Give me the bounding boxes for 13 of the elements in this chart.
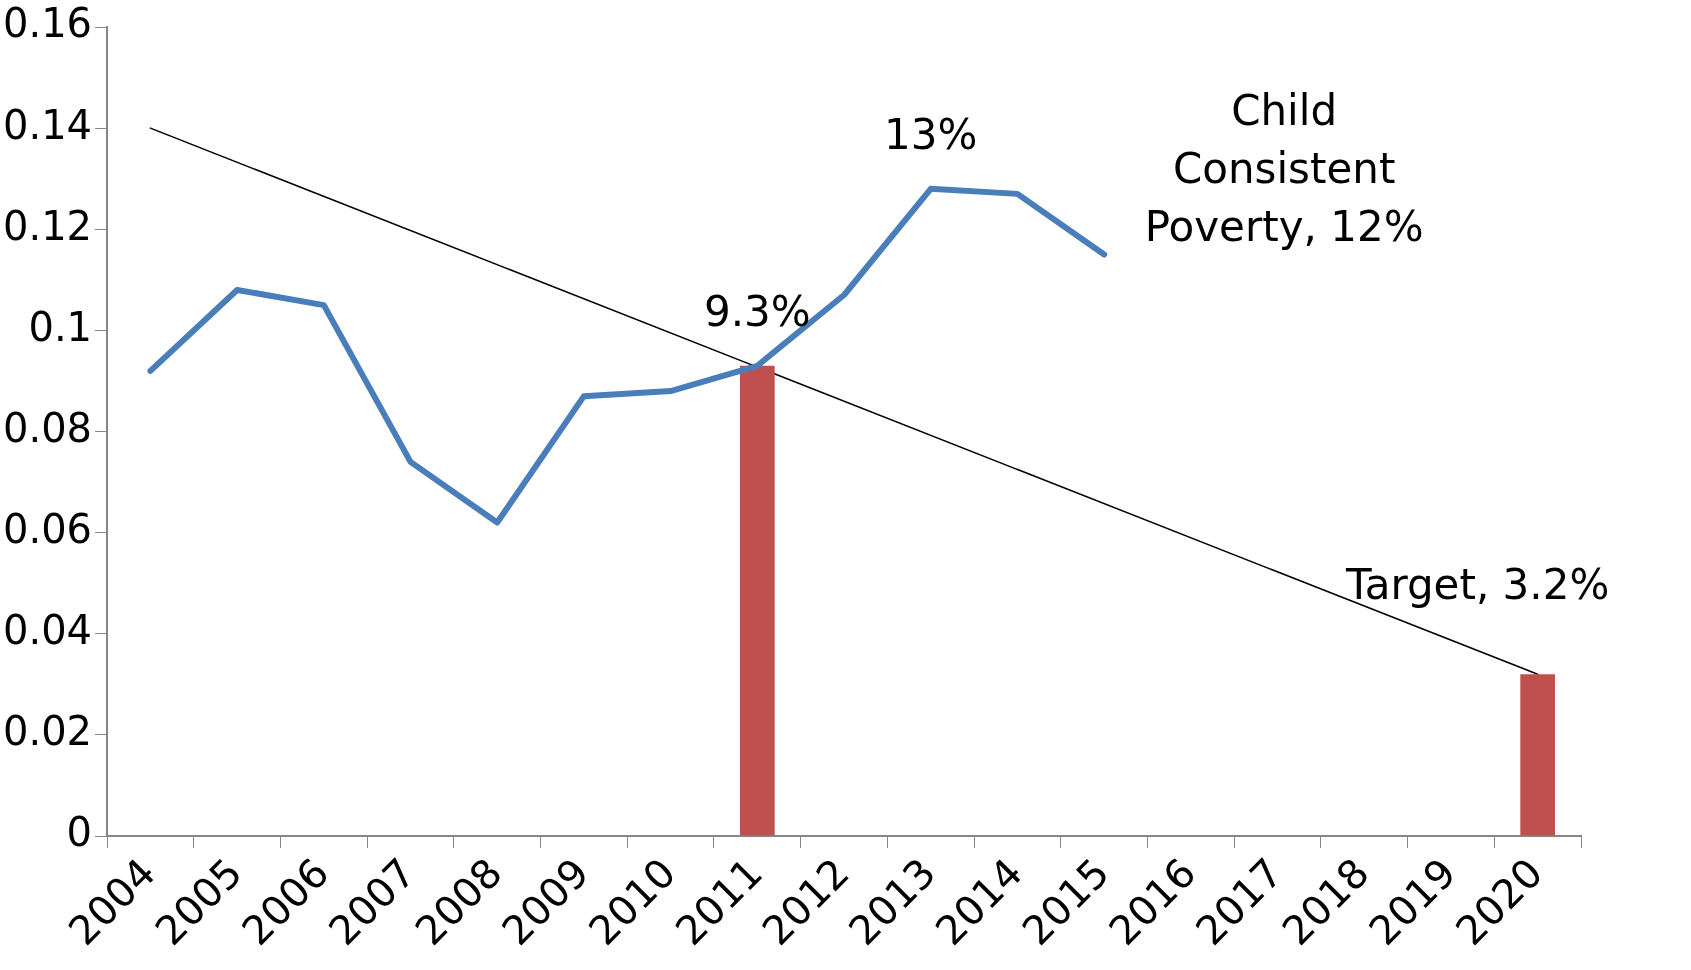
y-tick-label: 0.14 [3, 101, 93, 148]
y-tick-label: 0.04 [3, 607, 93, 654]
y-tick-label: 0 [66, 809, 93, 856]
annotation: 13% [884, 109, 978, 159]
y-tick-label: 0.16 [3, 0, 93, 47]
y-tick-label: 0.02 [3, 708, 93, 755]
annotation: Target, 3.2% [1344, 560, 1610, 610]
y-tick-label: 0.1 [28, 303, 93, 350]
y-tick-label: 0.08 [3, 404, 93, 451]
annotation: 9.3% [703, 286, 811, 336]
annotation: Child Consistent Poverty, 12% [1144, 85, 1424, 251]
y-tick-label: 0.12 [3, 202, 93, 249]
y-tick-label: 0.06 [3, 506, 93, 553]
